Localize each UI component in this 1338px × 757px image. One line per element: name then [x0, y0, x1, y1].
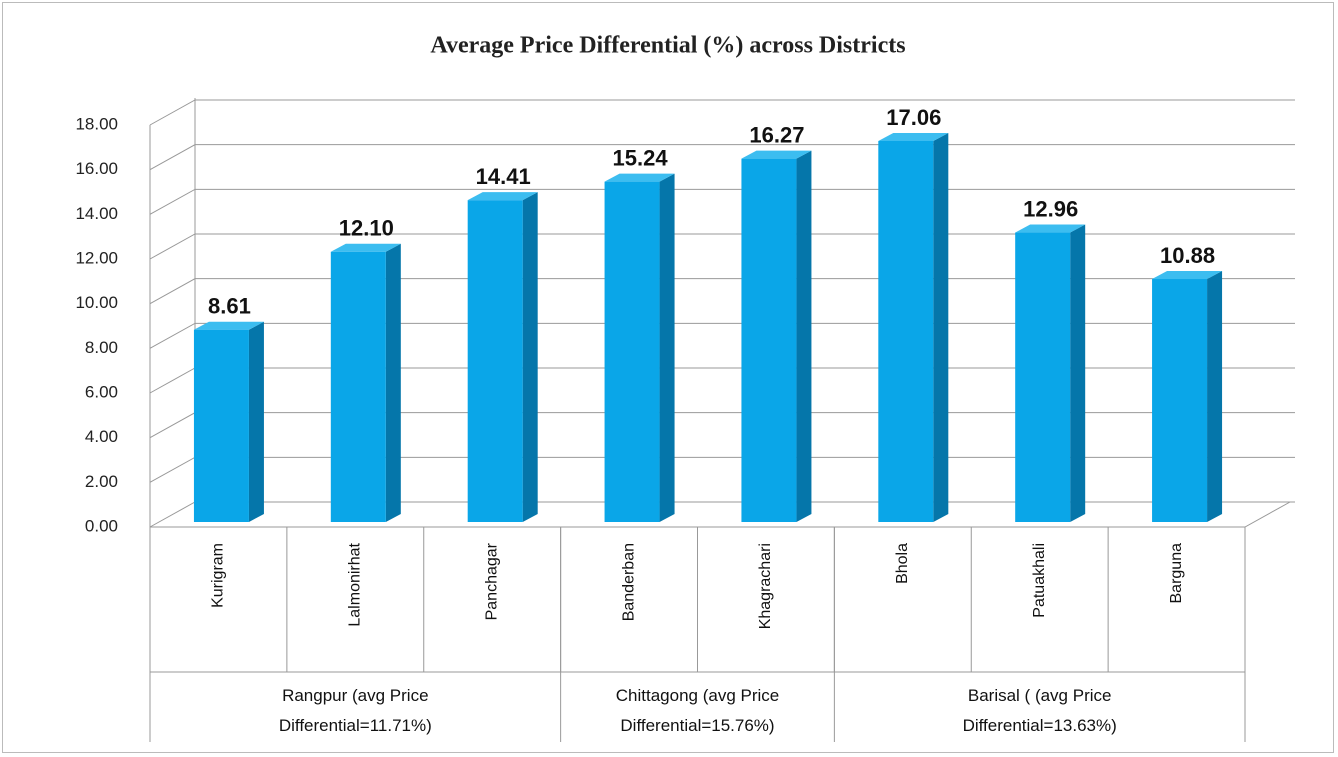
bar-front [467, 200, 523, 522]
value-label: 14.41 [476, 164, 531, 189]
grid-line [149, 367, 1295, 394]
grid-line [149, 144, 1295, 171]
grid-line [149, 501, 1295, 528]
value-label: 12.96 [1023, 196, 1078, 221]
bar [878, 132, 949, 522]
floor-edge [150, 501, 1291, 528]
bar-top [1152, 271, 1223, 280]
x-tick-label: Khagrachari [757, 543, 774, 629]
group-label: Chittagong (avg Price Differential=15.76… [615, 686, 780, 735]
bar-front [330, 251, 386, 522]
grid-line [149, 278, 1295, 305]
x-tick-label: Banderban [620, 543, 637, 621]
bar-side [1070, 224, 1086, 522]
x-tick-label: Kurigram [210, 543, 227, 608]
y-tick-label: 6.00 [85, 382, 118, 401]
value-label: 12.10 [339, 216, 394, 241]
bar-top [330, 243, 401, 252]
grid-line [149, 412, 1295, 439]
y-tick-label: 8.00 [85, 338, 118, 357]
chart-title: Average Price Differential (%) across Di… [430, 33, 905, 59]
value-label: 15.24 [613, 145, 669, 170]
bar [467, 192, 538, 522]
bar-side [522, 192, 538, 522]
bar-side [385, 243, 401, 522]
bar-side [659, 173, 675, 522]
y-tick-label: 0.00 [85, 516, 118, 535]
grid-line [149, 233, 1295, 260]
bar-front [1015, 232, 1071, 522]
bar-front [193, 329, 249, 522]
bar [741, 150, 812, 523]
x-tick-label: Barguna [1168, 543, 1185, 604]
grid-line [149, 99, 1295, 126]
group-label: Rangpur (avg Price Differential=11.71%) [278, 686, 432, 735]
bar-front [741, 158, 797, 523]
bar-front [604, 181, 660, 522]
bar-side [248, 321, 264, 522]
x-tick-label: Bhola [894, 543, 911, 584]
grid-line [149, 456, 1295, 483]
y-tick-label: 16.00 [75, 159, 118, 178]
value-label: 8.61 [208, 294, 251, 319]
bar-top [193, 321, 264, 330]
grid-line [149, 188, 1295, 215]
y-tick-label: 10.00 [75, 293, 118, 312]
bar [604, 173, 675, 522]
x-tick-label: Panchagar [483, 542, 500, 620]
bar-side [1207, 271, 1223, 522]
bar [193, 321, 264, 522]
y-tick-label: 4.00 [85, 427, 118, 446]
bar-side [796, 150, 812, 523]
y-tick-label: 18.00 [75, 114, 118, 133]
value-label: 10.88 [1160, 243, 1215, 268]
bar [1015, 224, 1086, 522]
x-tick-label: Lalmonirhat [347, 542, 364, 626]
y-tick-label: 2.00 [85, 472, 118, 491]
x-tick-label: Patuakhali [1031, 543, 1048, 618]
bar-top [741, 150, 812, 159]
y-tick-label: 12.00 [75, 248, 118, 267]
group-label: Barisal ( (avg Price Differential=13.63%… [962, 686, 1117, 735]
y-tick-label: 14.00 [75, 204, 118, 223]
bar [1152, 271, 1223, 522]
bar-top [467, 192, 538, 201]
value-label: 17.06 [886, 105, 941, 130]
bar-side [933, 132, 949, 522]
bar-top [878, 132, 949, 141]
bar-front [878, 140, 934, 522]
grid-line [149, 322, 1295, 349]
bar-front [1152, 279, 1208, 522]
bar-top [1015, 224, 1086, 233]
value-label: 16.27 [749, 122, 804, 147]
bar-top [604, 173, 675, 182]
bar [330, 243, 401, 522]
